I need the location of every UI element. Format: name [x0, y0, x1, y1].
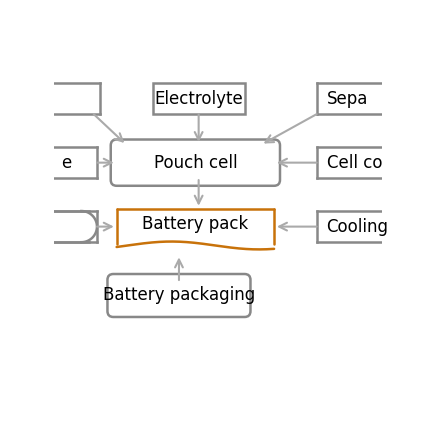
Bar [153, 83, 245, 114]
Text: Sepa: Sepa [327, 90, 368, 108]
Text: e: e [61, 154, 71, 172]
Text: Electrolyte: Electrolyte [154, 90, 243, 108]
FancyBboxPatch shape [107, 274, 250, 317]
Text: Battery pack: Battery pack [142, 215, 248, 233]
Text: Battery packaging: Battery packaging [103, 287, 255, 305]
FancyBboxPatch shape [111, 140, 280, 186]
Text: Cell co: Cell co [327, 154, 382, 172]
Text: Pouch cell: Pouch cell [153, 154, 237, 172]
Text: Cooling: Cooling [327, 218, 389, 236]
